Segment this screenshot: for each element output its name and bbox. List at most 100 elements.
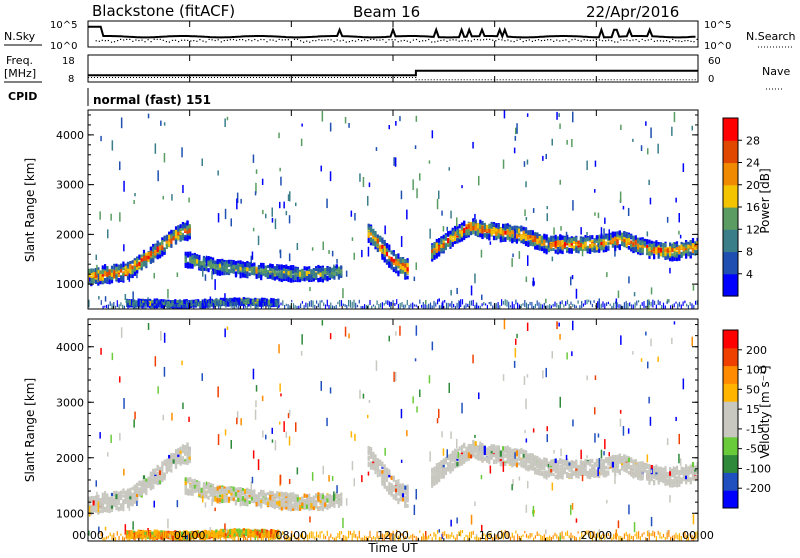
velocity-cell [145,482,147,487]
power-speckle [286,211,288,215]
power-cell [368,233,370,237]
power-cell [397,261,399,266]
power-near-range [485,303,486,305]
power-cell [468,229,470,235]
power-near-range [264,299,265,302]
power-cell [559,249,561,253]
power-near-range [522,303,523,305]
power-cell [338,267,340,273]
velocity-cell [129,491,131,496]
nsky-point [270,39,271,40]
power-cell [532,243,534,247]
power-cell [340,269,342,273]
power-cell [306,271,308,277]
velocity-cell [258,501,260,507]
power-speckle [524,209,526,216]
nsky-point [376,40,377,41]
power-cell [379,246,381,249]
power-cell [546,249,548,255]
velocity-cell [237,492,239,498]
power-cell [552,248,554,251]
power-speckle [399,116,401,121]
power-cell [99,274,101,278]
nsky-point [590,40,591,41]
power-near-range [318,303,319,307]
power-cell [543,240,545,244]
power-cell [240,267,242,271]
power-speckle [560,180,562,185]
power-cell [683,243,685,246]
velocity-cell [285,503,287,507]
power-speckle [210,297,212,304]
power-cell [203,262,205,266]
nsky-point [617,42,618,43]
velocity-cell [290,503,292,507]
power-cell [461,225,463,230]
power-near-range [161,301,162,304]
power-speckle [443,226,445,232]
power-near-range [350,300,351,308]
power-speckle [604,218,606,224]
power-cell [228,269,230,274]
power-near-range [594,300,595,303]
power-near-range [435,303,436,307]
power-cell [187,252,189,257]
velocity-cell [297,506,299,511]
nsky-point [367,40,368,41]
velocity-cell [310,497,312,502]
power-near-range [175,305,176,312]
power-speckle [98,274,100,282]
velocity-cell [329,501,331,506]
power-cell [447,243,449,247]
nsky-point [672,39,673,40]
power-speckle [647,231,649,236]
power-cell [539,245,541,250]
power-cell [523,239,525,243]
velocity-cell [253,497,255,502]
power-speckle [552,257,554,262]
power-cell [559,235,561,241]
power-cell [308,271,310,274]
power-speckle [603,228,605,237]
velocity-cell [152,480,154,483]
nsky-point [495,40,496,41]
power-speckle [606,272,608,277]
power-cell [136,264,138,268]
power-cell [534,236,536,241]
power-cell [479,234,481,238]
power-speckle [96,265,98,275]
power-cell [104,278,106,283]
power-cell [397,271,399,277]
velocity-cell [113,491,115,497]
power-near-range [617,302,618,307]
power-cell [170,234,172,238]
velocity-cell [324,496,326,502]
power-cell [509,231,511,236]
nsky-point [526,40,527,41]
power-cell [276,265,278,270]
velocity-cell [299,500,301,505]
power-cell [310,275,312,281]
power-speckle [323,242,325,250]
power-cell [186,225,188,230]
nsky-point [321,40,322,41]
nsky-point [138,40,139,41]
nsky-point [303,42,304,43]
power-cell [607,246,609,250]
power-near-range [225,305,226,308]
power-cell [182,224,184,228]
power-near-range [652,300,653,308]
velocity-cell [182,459,184,462]
power-near-range [218,304,219,309]
power-cell [507,226,509,229]
velocity-cell [113,501,115,505]
power-near-range [241,302,242,305]
power-near-range [531,302,532,309]
nsky-point [141,40,142,41]
power-near-range [104,306,105,308]
power-speckle [669,268,671,274]
power-cell [272,268,274,273]
power-cell [269,275,271,279]
power-speckle [620,125,622,130]
